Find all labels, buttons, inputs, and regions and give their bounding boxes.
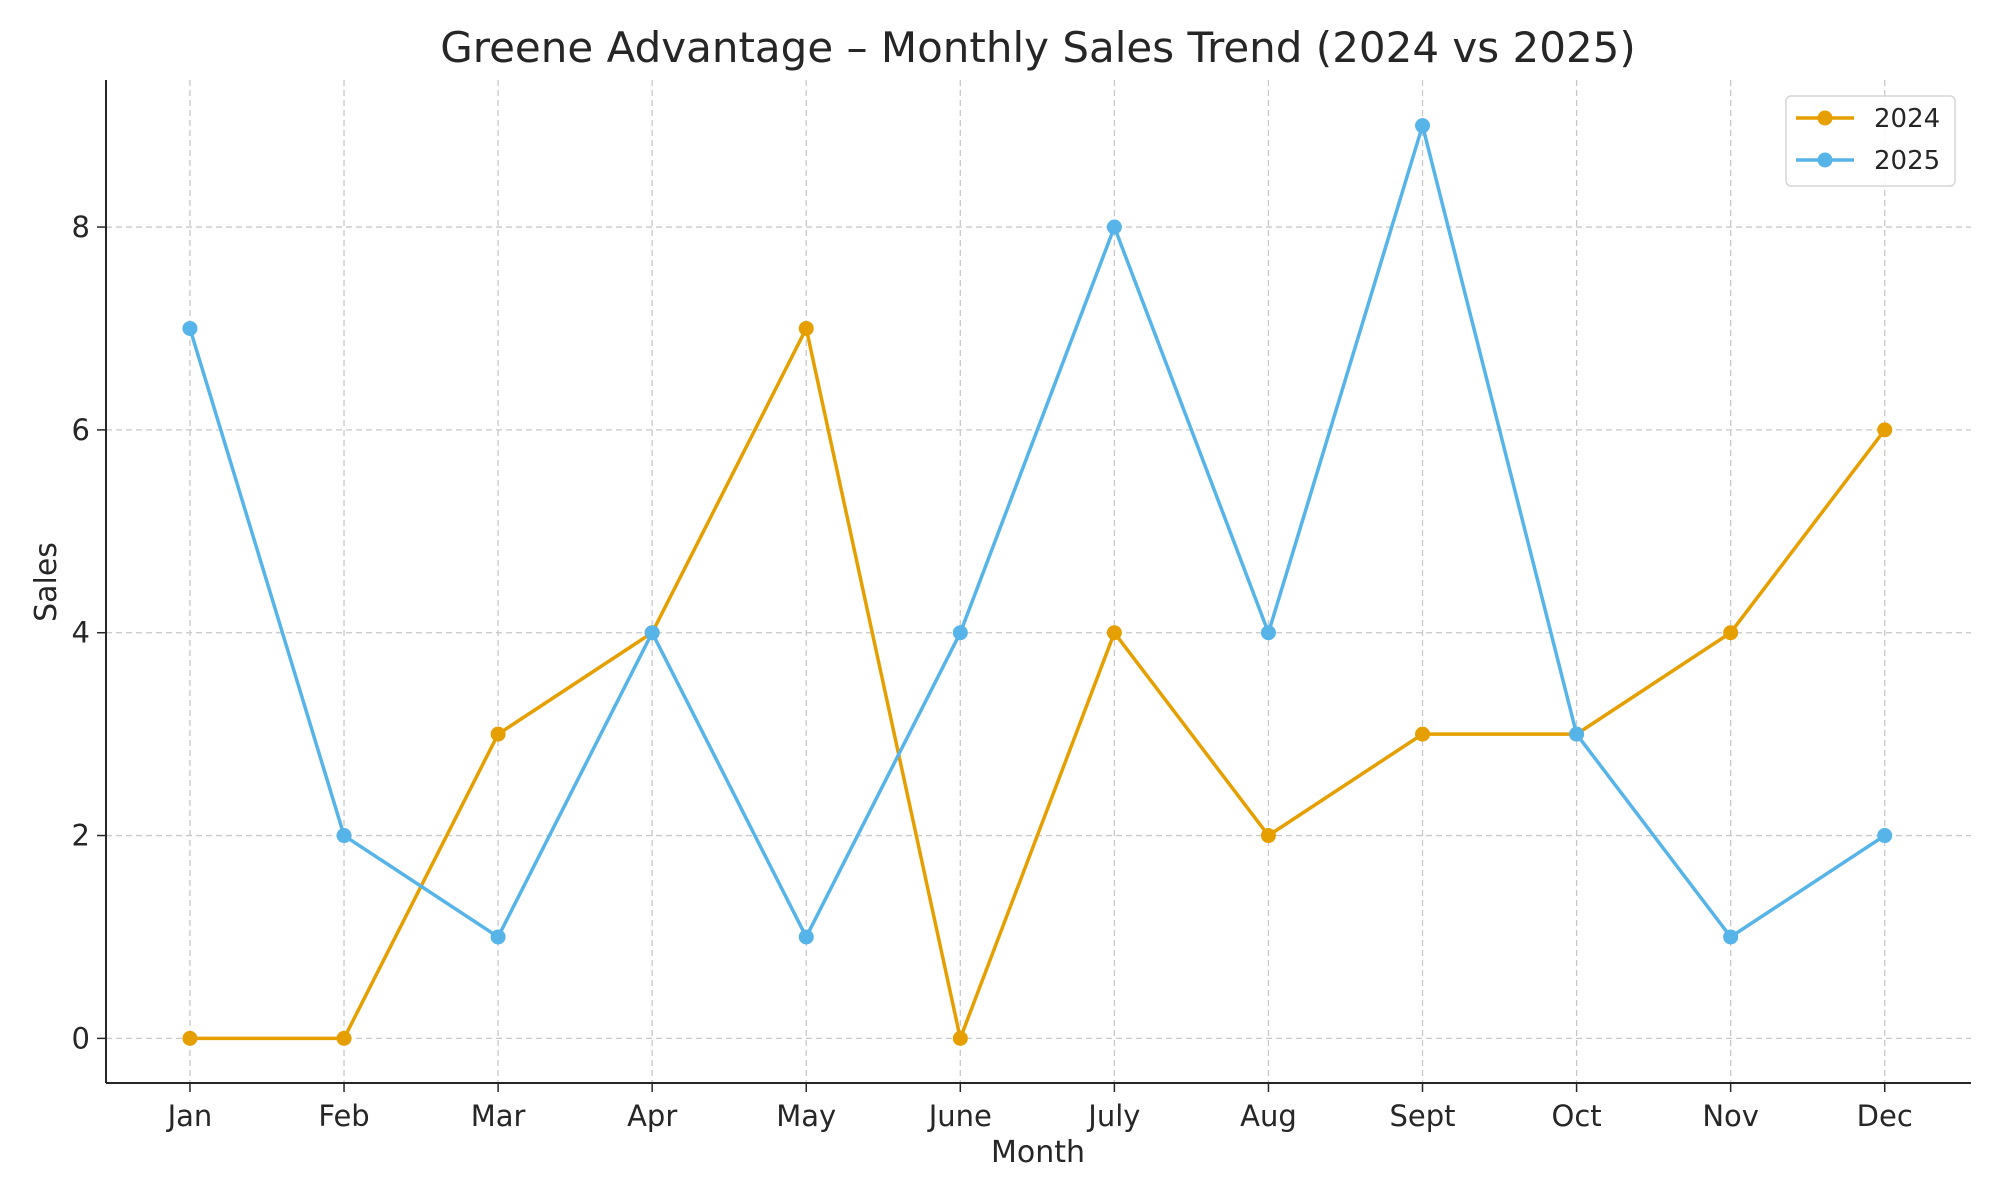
data-point: [1415, 726, 1431, 742]
x-tick-label: Feb: [318, 1099, 369, 1133]
x-tick-label: Dec: [1857, 1099, 1913, 1133]
x-ticks: Jan Feb Mar Apr May June July Aug Sept Oct Nov Dec: [166, 1083, 1913, 1133]
legend-label: 2025: [1874, 146, 1940, 176]
data-point: [798, 320, 814, 336]
data-point: [798, 929, 814, 945]
y-tick-label: 8: [72, 210, 90, 244]
x-tick-label: Mar: [471, 1099, 526, 1133]
data-point: [1260, 625, 1276, 641]
legend: 2024 2025: [1785, 95, 1956, 187]
legend-label: 2024: [1874, 104, 1940, 134]
data-point: [1106, 625, 1122, 641]
data-point: [1106, 219, 1122, 235]
data-point: [336, 828, 352, 844]
x-tick-label: Sept: [1390, 1099, 1456, 1133]
data-point: [1877, 828, 1893, 844]
legend-swatch-marker: [1817, 110, 1833, 126]
data-point: [952, 1030, 968, 1046]
data-point: [490, 929, 506, 945]
data-point: [1260, 828, 1276, 844]
data-point: [490, 726, 506, 742]
x-axis-label: Month: [991, 1135, 1085, 1170]
data-point: [182, 320, 198, 336]
data-point: [1723, 929, 1739, 945]
grid: [106, 80, 1971, 1083]
data-point: [1723, 625, 1739, 641]
x-tick-label: Aug: [1240, 1099, 1297, 1133]
data-point: [952, 625, 968, 641]
y-ticks: 0 2 4 6 8: [72, 210, 106, 1055]
data-point: [336, 1030, 352, 1046]
series-line: [188, 123, 1886, 939]
legend-swatch-marker: [1817, 152, 1833, 168]
x-tick-label: Nov: [1702, 1099, 1759, 1133]
x-tick-label: Jan: [166, 1099, 213, 1133]
series: [182, 118, 1893, 1046]
y-axis-label: Sales: [29, 542, 64, 622]
x-tick-label: Oct: [1552, 1099, 1602, 1133]
y-tick-label: 2: [72, 819, 90, 853]
data-point: [1569, 726, 1585, 742]
x-tick-label: Apr: [627, 1099, 677, 1133]
data-point: [1877, 422, 1893, 438]
x-tick-label: May: [776, 1099, 836, 1133]
x-tick-label: July: [1086, 1099, 1140, 1133]
y-tick-label: 4: [72, 616, 90, 650]
series-2025: [182, 118, 1893, 945]
axes: [105, 80, 1971, 1084]
y-tick-label: 6: [72, 413, 90, 447]
data-point: [644, 625, 660, 641]
x-tick-label: June: [927, 1099, 992, 1133]
data-point: [1415, 118, 1431, 134]
chart-title: Greene Advantage – Monthly Sales Trend (…: [440, 23, 1636, 72]
y-tick-label: 0: [72, 1021, 90, 1055]
series-line: [189, 326, 1887, 1041]
data-point: [182, 1030, 198, 1046]
